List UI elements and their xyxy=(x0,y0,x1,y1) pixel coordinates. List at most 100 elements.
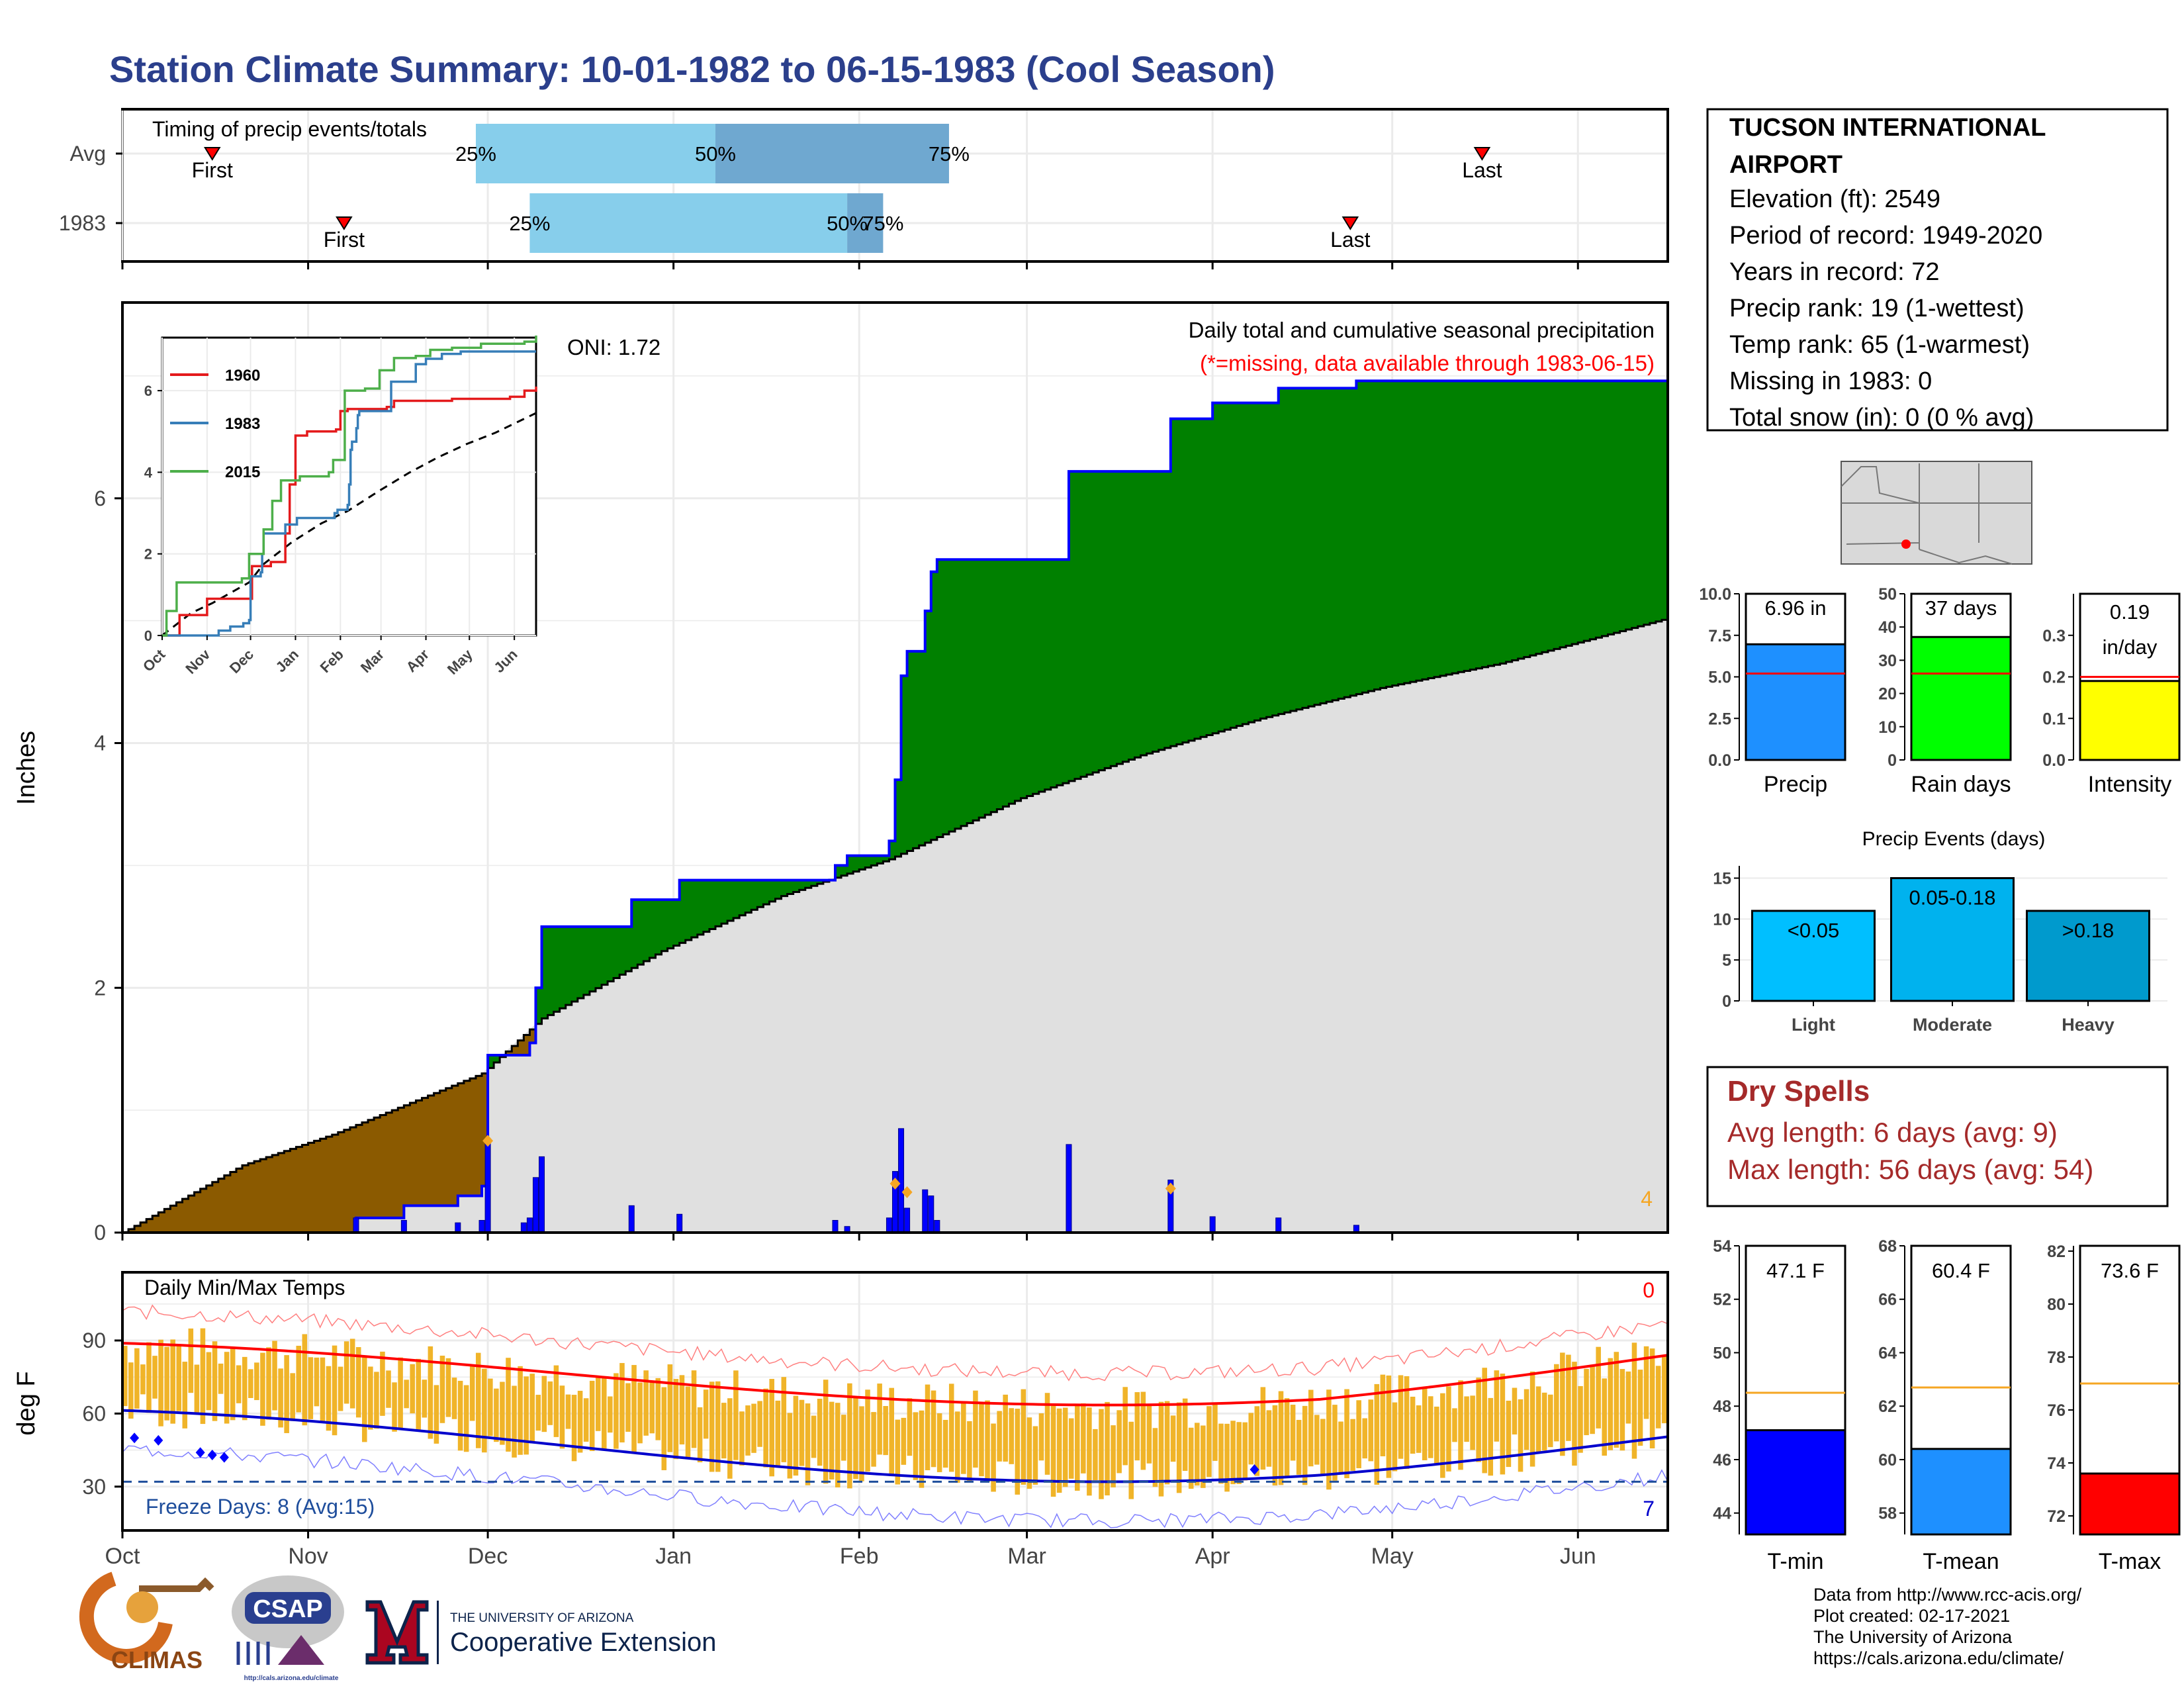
temp-summary-ytick-label: 80 xyxy=(2047,1295,2066,1314)
daily-temp-range-bar xyxy=(1158,1401,1164,1497)
daily-temp-range-bar xyxy=(679,1375,685,1445)
daily-temp-range-bar xyxy=(1212,1404,1218,1461)
inset-legend-label: 1960 xyxy=(225,367,260,385)
daily-temp-range-bar xyxy=(302,1334,308,1426)
events-title: Precip Events (days) xyxy=(1862,828,2046,850)
station-info-line: Period of record: 1949-2020 xyxy=(1729,222,2042,250)
daily-temp-range-bar xyxy=(841,1415,846,1461)
daily-precip-bar xyxy=(928,1196,934,1233)
daily-temp-range-bar xyxy=(254,1362,259,1401)
temp-summary-name: T-min xyxy=(1768,1549,1824,1574)
daily-temp-range-bar xyxy=(595,1377,601,1431)
precip-missing-note: (*=missing, data available through 1983-… xyxy=(1200,351,1655,375)
daily-temp-range-bar xyxy=(1494,1370,1500,1442)
daily-temp-range-bar xyxy=(500,1382,505,1445)
month-label: Mar xyxy=(1007,1544,1046,1569)
daily-temp-range-bar xyxy=(709,1382,715,1472)
temp-bottom-right-count: 7 xyxy=(1643,1497,1655,1521)
daily-temp-range-bar xyxy=(535,1395,541,1431)
daily-temp-range-bar xyxy=(152,1356,158,1399)
daily-temp-range-bar xyxy=(793,1395,799,1476)
daily-temp-range-bar xyxy=(248,1369,253,1398)
inset-legend-label: 2015 xyxy=(225,463,260,481)
daily-temp-range-bar xyxy=(410,1364,415,1414)
daily-temp-range-bar xyxy=(266,1347,271,1420)
daily-temp-range-bar xyxy=(775,1400,781,1468)
daily-temp-range-bar xyxy=(140,1364,146,1395)
summary-bar-name: Rain days xyxy=(1911,772,2011,797)
daily-temp-range-bar xyxy=(1218,1423,1224,1484)
daily-temp-range-bar xyxy=(463,1385,469,1452)
daily-temp-range-bar xyxy=(948,1383,954,1472)
daily-temp-range-bar xyxy=(1541,1392,1547,1451)
daily-temp-range-bar xyxy=(1182,1398,1188,1472)
daily-temp-range-bar xyxy=(1236,1422,1242,1484)
summary-ytick-label: 0.0 xyxy=(2042,751,2066,770)
csap-logo: CSAP http://cals.arizona.edu/climate xyxy=(232,1575,344,1682)
daily-temp-range-bar xyxy=(1500,1374,1506,1475)
daily-temp-range-bar xyxy=(733,1370,739,1460)
summary-bar-precip xyxy=(1745,643,1846,761)
daily-temp-range-bar xyxy=(1260,1387,1266,1470)
daily-temp-range-bar xyxy=(1332,1405,1338,1481)
daily-temp-range-bar xyxy=(919,1410,925,1488)
daily-temp-range-bar xyxy=(942,1419,948,1468)
inset-legend-label: 1983 xyxy=(225,415,260,433)
timing-last-marker xyxy=(1342,216,1359,230)
timing-bar-25-50 xyxy=(529,193,848,253)
daily-temp-range-bar xyxy=(643,1370,649,1436)
daily-temp-range-bar xyxy=(589,1380,595,1452)
temp-summary-value-label: 47.1 F xyxy=(1766,1259,1825,1282)
daily-temp-range-bar xyxy=(1290,1405,1296,1461)
summary-ytick-label: 0.1 xyxy=(2042,710,2066,728)
daily-temp-range-bar xyxy=(1062,1407,1068,1487)
daily-temp-range-bar xyxy=(1201,1425,1206,1488)
daily-temp-range-bar xyxy=(1619,1369,1625,1451)
daily-temp-range-bar xyxy=(1272,1405,1278,1486)
temp-record-high-line xyxy=(122,1304,1668,1382)
timing-bar-50-75 xyxy=(847,193,884,253)
daily-temp-range-bar xyxy=(224,1352,230,1424)
freeze-day-marker xyxy=(219,1452,229,1463)
summary-ytick-label: 0.3 xyxy=(2042,627,2066,645)
events-bar-label: >0.18 xyxy=(2062,919,2114,942)
daily-precip-bar xyxy=(484,1140,491,1233)
daily-temp-range-bar xyxy=(1584,1368,1589,1436)
daily-temp-range-bar xyxy=(242,1356,248,1421)
daily-temp-range-bar xyxy=(936,1413,942,1472)
daily-temp-range-bar xyxy=(1410,1396,1416,1454)
daily-temp-range-bar xyxy=(1572,1362,1577,1466)
daily-temp-range-bar xyxy=(1140,1391,1146,1470)
daily-temp-range-bar xyxy=(985,1400,990,1482)
month-label: Nov xyxy=(288,1544,328,1569)
summary-value-unit: in/day xyxy=(2103,635,2158,659)
station-locator-map xyxy=(1841,461,2032,565)
daily-temp-range-bar xyxy=(787,1413,793,1479)
daily-temp-range-bar xyxy=(290,1373,295,1421)
temp-summary-ytick-label: 48 xyxy=(1713,1397,1731,1416)
timing-first-marker xyxy=(203,147,221,161)
daily-temp-range-bar xyxy=(602,1378,607,1451)
daily-temp-range-bar xyxy=(338,1366,343,1411)
daily-temp-range-bar xyxy=(1314,1415,1320,1465)
precip-average-line xyxy=(122,618,1668,1234)
daily-temp-range-bar xyxy=(913,1412,919,1480)
summary-ytick-label: 50 xyxy=(1878,585,1897,604)
daily-temp-range-bar xyxy=(673,1379,679,1460)
daily-temp-range-bar xyxy=(1476,1378,1481,1462)
daily-temp-range-bar xyxy=(1093,1429,1098,1481)
daily-temp-range-bar xyxy=(451,1378,457,1419)
daily-temp-range-bar xyxy=(296,1346,302,1413)
temp-summary-ytick-label: 74 xyxy=(2047,1454,2066,1473)
daily-temp-range-bar xyxy=(973,1390,978,1468)
footer-line: Data from http://www.rcc-acis.org/ xyxy=(1813,1585,2082,1605)
summary-value-label: 6.96 in xyxy=(1764,596,1826,620)
daily-temp-range-bar xyxy=(200,1328,206,1425)
daily-temp-range-bar xyxy=(1026,1417,1032,1489)
freeze-day-marker xyxy=(195,1447,205,1458)
ua-line1: THE UNIVERSITY OF ARIZONA xyxy=(450,1611,634,1625)
daily-temp-range-bar xyxy=(637,1382,643,1444)
daily-temp-range-bar xyxy=(457,1380,463,1451)
timing-bar-50-75 xyxy=(715,124,949,183)
daily-temp-range-bar xyxy=(835,1403,841,1487)
